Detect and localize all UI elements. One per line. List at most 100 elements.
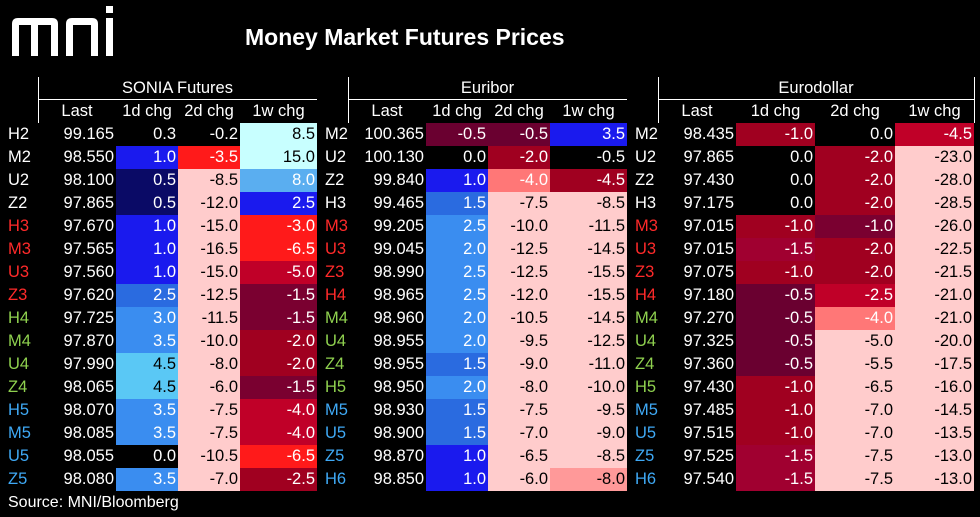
value-cell: 99.165 — [38, 123, 116, 146]
group-divider — [348, 77, 349, 123]
contract-label: U3 — [325, 240, 347, 258]
contract-label: H5 — [8, 401, 30, 419]
value-cell: -7.5 — [488, 399, 550, 422]
value-cell: -4.5 — [550, 169, 627, 192]
value-cell: 0.0 — [736, 192, 815, 215]
contract-label: H4 — [8, 309, 30, 327]
value-cell: 97.360 — [658, 353, 736, 376]
value-cell: 97.990 — [38, 353, 116, 376]
value-cell: 2.0 — [426, 307, 488, 330]
contract-label: H2 — [8, 125, 30, 143]
value-cell: -0.5 — [550, 146, 627, 169]
value-cell: 97.725 — [38, 307, 116, 330]
value-cell: -6.5 — [815, 376, 895, 399]
contract-label: M4 — [8, 332, 31, 350]
value-cell: -6.0 — [178, 376, 240, 399]
value-cell: 0.0 — [815, 123, 895, 146]
value-cell: 1.5 — [426, 192, 488, 215]
value-cell: 2.5 — [426, 215, 488, 238]
value-cell: -3.0 — [240, 215, 317, 238]
value-cell: 4.5 — [116, 353, 178, 376]
contract-label: M3 — [635, 217, 658, 235]
value-cell: 98.100 — [38, 169, 116, 192]
value-cell: 98.550 — [38, 146, 116, 169]
value-cell: 98.960 — [348, 307, 426, 330]
contract-label: M4 — [635, 309, 658, 327]
contract-label: M2 — [8, 148, 31, 166]
contract-label: Z5 — [325, 447, 345, 465]
contract-label: H3 — [635, 194, 657, 212]
value-cell: 8.0 — [240, 169, 317, 192]
contract-label: Z4 — [635, 355, 655, 373]
value-cell: -15.5 — [550, 284, 627, 307]
value-cell: -1.0 — [736, 261, 815, 284]
value-cell: 0.0 — [426, 146, 488, 169]
value-cell: -10.5 — [488, 307, 550, 330]
contract-label: H4 — [635, 286, 657, 304]
column-header: 1w chg — [252, 102, 305, 120]
contract-label: Z3 — [8, 286, 28, 304]
value-cell: 98.065 — [38, 376, 116, 399]
value-cell: 15.0 — [240, 146, 317, 169]
column-header: 2d chg — [830, 102, 880, 120]
value-cell: 3.5 — [116, 468, 178, 491]
value-cell: -5.0 — [815, 330, 895, 353]
value-cell: 98.990 — [348, 261, 426, 284]
value-cell: 97.180 — [658, 284, 736, 307]
value-cell: 98.955 — [348, 353, 426, 376]
value-cell: -8.5 — [550, 445, 627, 468]
value-cell: -7.5 — [178, 399, 240, 422]
contract-label: U2 — [325, 148, 347, 166]
value-cell: -13.0 — [895, 445, 974, 468]
value-cell: -15.5 — [550, 261, 627, 284]
value-cell: -11.5 — [550, 215, 627, 238]
value-cell: 0.0 — [116, 445, 178, 468]
value-cell: -8.5 — [550, 192, 627, 215]
value-cell: -14.5 — [895, 399, 974, 422]
value-cell: 98.900 — [348, 422, 426, 445]
value-cell: 0.0 — [736, 146, 815, 169]
value-cell: 97.430 — [658, 376, 736, 399]
value-cell: -10.5 — [178, 445, 240, 468]
contract-label: M3 — [325, 217, 348, 235]
value-cell: -7.5 — [815, 445, 895, 468]
value-cell: 1.0 — [116, 238, 178, 261]
contract-label: U4 — [635, 332, 657, 350]
contract-label: M3 — [8, 240, 31, 258]
contract-label: U2 — [635, 148, 657, 166]
value-cell: -1.0 — [736, 422, 815, 445]
value-cell: 8.5 — [240, 123, 317, 146]
value-cell: -2.0 — [488, 146, 550, 169]
value-cell: -0.5 — [426, 123, 488, 146]
value-cell: -7.0 — [815, 422, 895, 445]
value-cell: -1.5 — [240, 376, 317, 399]
column-header: 1w chg — [562, 102, 615, 120]
value-cell: -20.0 — [895, 330, 974, 353]
value-cell: 0.3 — [116, 123, 178, 146]
value-cell: -8.5 — [178, 169, 240, 192]
value-cell: -15.0 — [178, 215, 240, 238]
value-cell: -8.0 — [550, 468, 627, 491]
value-cell: 97.870 — [38, 330, 116, 353]
contract-label: Z3 — [325, 263, 345, 281]
contract-label: H6 — [635, 470, 657, 488]
contract-label: M2 — [635, 125, 658, 143]
value-cell: 97.560 — [38, 261, 116, 284]
value-cell: -22.5 — [895, 238, 974, 261]
value-cell: -2.0 — [815, 169, 895, 192]
page-title: Money Market Futures Prices — [245, 24, 565, 50]
value-cell: -17.5 — [895, 353, 974, 376]
contract-label: Z3 — [635, 263, 655, 281]
value-cell: -7.5 — [815, 468, 895, 491]
column-header: Last — [371, 102, 403, 120]
value-cell: -7.5 — [488, 192, 550, 215]
contract-label: H6 — [325, 470, 347, 488]
contract-label: H5 — [325, 378, 347, 396]
value-cell: 98.435 — [658, 123, 736, 146]
group-divider — [38, 77, 39, 123]
value-cell: -9.5 — [550, 399, 627, 422]
contract-label: H5 — [635, 378, 657, 396]
column-header: 2d chg — [184, 102, 234, 120]
value-cell: 3.5 — [550, 123, 627, 146]
value-cell: 2.5 — [426, 284, 488, 307]
